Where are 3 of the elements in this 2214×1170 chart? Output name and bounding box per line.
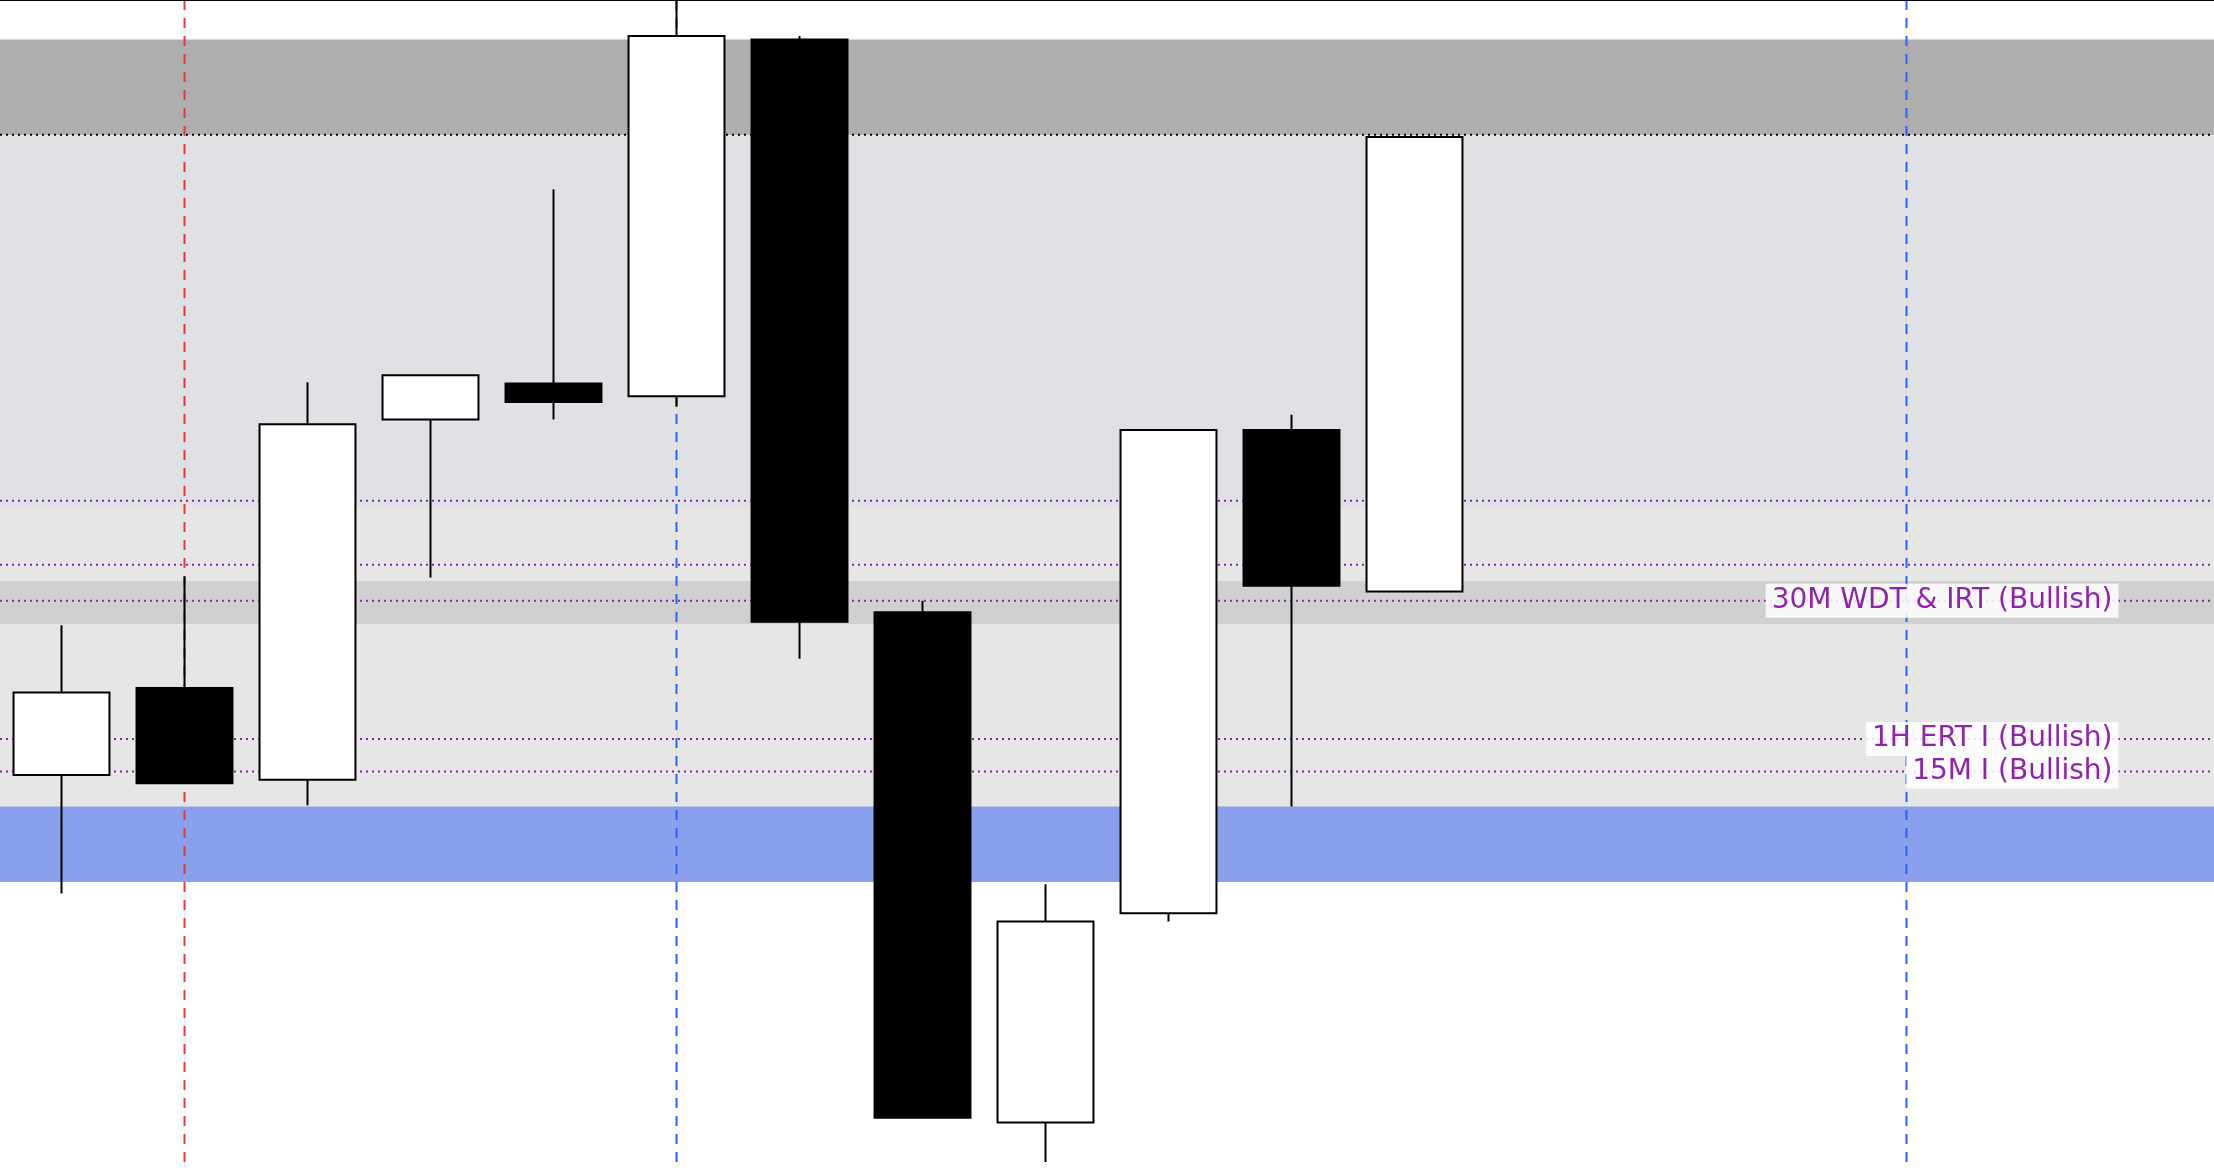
ref-line-label: 30M WDT & IRT (Bullish) [1771,582,2113,616]
ref-line-label: 1H ERT I (Bullish) [1871,720,2113,754]
ref-line-label: 15M I (Bullish) [1912,752,2113,786]
